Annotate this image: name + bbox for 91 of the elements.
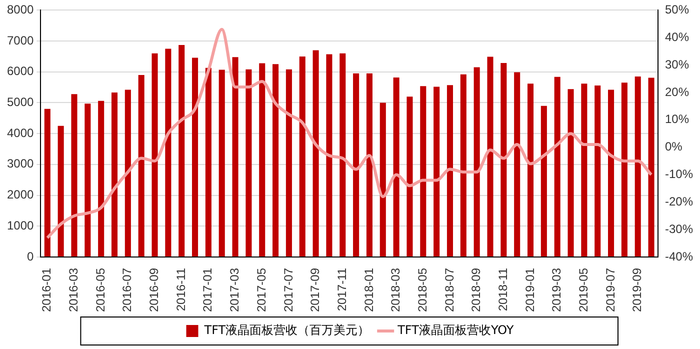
bar [621, 82, 628, 256]
bar [460, 74, 466, 256]
bar [581, 84, 588, 256]
y-tick-label: 3000 [6, 156, 34, 171]
bar [406, 96, 413, 256]
bar [340, 53, 346, 256]
bar [594, 85, 601, 256]
y2-tick-label: 20% [664, 84, 690, 99]
y-tick-label: 2000 [6, 188, 34, 202]
bar [111, 92, 118, 256]
x-tick-label: 2018-01 [362, 268, 376, 312]
bar [58, 126, 64, 256]
bar [259, 63, 266, 256]
y2-tick-label: -20% [664, 194, 694, 208]
legend-label: TFT液晶面板营收YOY [396, 323, 514, 338]
bar [366, 73, 372, 256]
y-tick-label: 5000 [6, 95, 34, 110]
bar [152, 53, 158, 256]
bar [380, 102, 386, 256]
bar [527, 84, 534, 256]
y2-tick-label: -10% [664, 167, 694, 182]
bar [474, 67, 480, 256]
bar [500, 62, 507, 256]
x-tick-label: 2016-05 [93, 268, 108, 312]
bar [124, 90, 131, 256]
bar [312, 50, 319, 256]
x-tick-label: 2018-05 [415, 268, 430, 312]
bar [44, 108, 50, 256]
x-tick-label: 2018-07 [442, 268, 456, 312]
bar [648, 78, 654, 256]
y2-tick-label: -40% [664, 249, 694, 264]
bar [71, 94, 78, 256]
y2-tick-label: 30% [664, 57, 690, 72]
x-tick-label: 2017-03 [228, 268, 242, 312]
x-tick-label: 2019-01 [522, 268, 537, 312]
bar [353, 73, 360, 256]
bar [554, 76, 560, 256]
line-series [46, 28, 653, 240]
y-tick-label: 7000 [6, 33, 34, 48]
bar [568, 89, 574, 256]
bar [165, 48, 172, 256]
bar [84, 104, 91, 256]
bar [218, 70, 225, 256]
x-tick-label: 2019-03 [550, 268, 564, 312]
y2-tick-label: 0% [664, 140, 683, 154]
y2-tick-label: -30% [664, 222, 694, 236]
x-tick-label: 2018-03 [388, 268, 403, 312]
y2-tick-label: 10% [664, 112, 690, 126]
x-tick-label: 2016-03 [66, 268, 81, 312]
bar [514, 72, 520, 256]
y-tick-label: 1000 [6, 218, 34, 232]
x-tick-label: 2017-01 [200, 268, 215, 312]
bar [393, 77, 400, 256]
bar [420, 86, 426, 256]
y2-tick-label: 40% [664, 30, 690, 44]
y-tick-label: 8000 [6, 2, 34, 17]
bar [192, 58, 198, 256]
bar [540, 106, 547, 256]
bar [138, 74, 144, 256]
bar [326, 54, 332, 256]
bar [205, 68, 212, 256]
y-tick-label: 6000 [6, 64, 34, 78]
bar [446, 85, 454, 256]
x-tick-label: 2018-09 [469, 268, 484, 312]
x-tick-label: 2018-11 [496, 268, 510, 312]
x-tick-label: 2017-05 [254, 268, 268, 312]
bar [272, 64, 279, 256]
x-tick-label: 2017-07 [281, 268, 296, 312]
bar [286, 69, 292, 256]
x-tick-label: 2019-09 [630, 268, 644, 312]
bar [608, 90, 614, 256]
y-tick-label: 4000 [6, 126, 34, 140]
x-tick-label: 2019-07 [603, 268, 618, 312]
legend-label: TFT液晶面板营收（百万美元） [203, 323, 370, 338]
bar [246, 69, 252, 256]
bar [634, 76, 641, 256]
y2-tick-label: 50% [664, 2, 690, 17]
x-tick-label: 2016-01 [40, 268, 54, 312]
bar [98, 100, 104, 256]
bar [487, 56, 494, 256]
x-tick-label: 2016-07 [120, 268, 134, 312]
bar [178, 45, 185, 256]
x-tick-label: 2016-09 [147, 268, 162, 312]
bar [434, 86, 440, 256]
x-tick-label: 2019-05 [576, 268, 590, 312]
bar [232, 57, 238, 256]
bar [299, 56, 306, 256]
x-tick-label: 2017-11 [334, 268, 349, 312]
x-tick-label: 2017-09 [308, 268, 322, 312]
y-tick-label: 0 [27, 249, 34, 264]
x-tick-label: 2016-11 [174, 268, 188, 312]
